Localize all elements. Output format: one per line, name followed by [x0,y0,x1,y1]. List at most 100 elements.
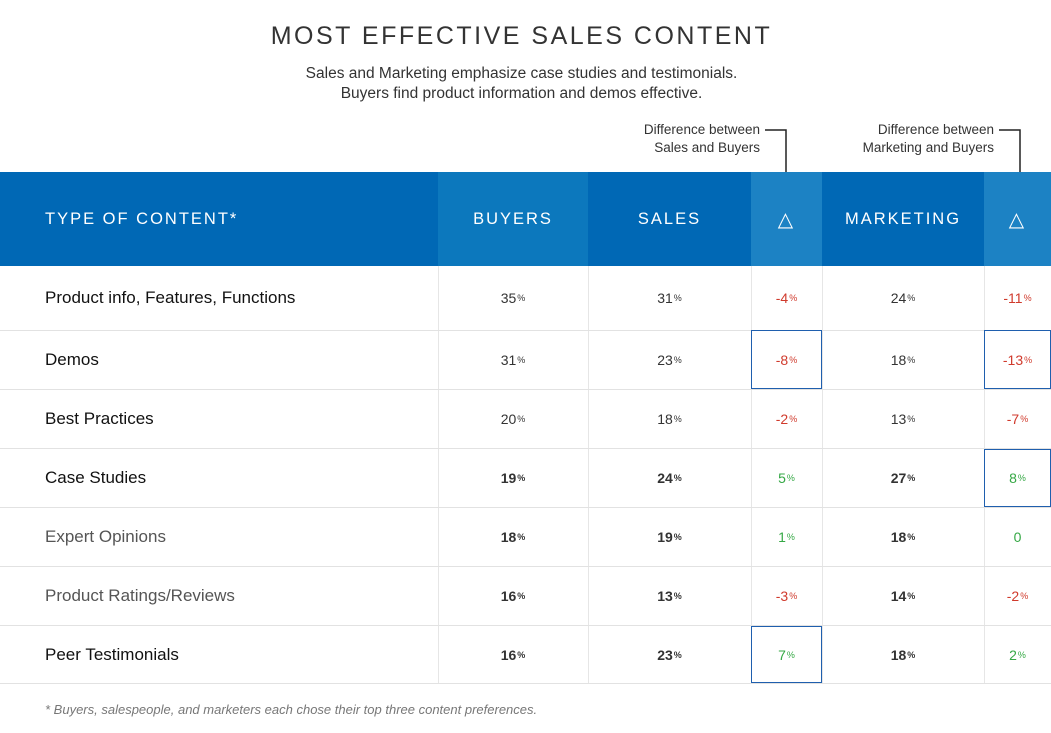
subtitle: Sales and Marketing emphasize case studi… [0,64,1043,104]
percent-sign: % [517,532,526,542]
header-buyers: BUYERS [438,172,588,266]
buyers-value: 18 [500,529,517,545]
percent-sign: % [907,293,916,303]
sales-cell: 18% [588,390,751,448]
sales-cell: 23% [588,626,751,683]
sales-diff-cell: 1% [751,508,822,566]
buyers-cell: 35% [438,266,588,330]
sales-annotation-line-1: Difference between [643,122,760,137]
marketing-value: 18 [890,529,907,545]
header-type-of-content: TYPE OF CONTENT* [45,209,239,228]
buyers-value: 16 [500,588,517,604]
sales-diff-cell: 5% [751,449,822,507]
header-marketing-delta-icon: △ [984,172,1051,266]
column-divider [588,266,589,684]
buyers-value: 16 [500,646,517,663]
marketing-diff-value: 0 [1013,529,1022,545]
sales-diff-value: -4 [775,290,789,306]
marketing-cell: 18% [822,626,984,683]
marketing-diff-value: 2 [1009,646,1017,663]
percent-sign: % [673,473,682,483]
marketing-value: 18 [890,351,907,368]
marketing-diff-cell: 0 [984,508,1051,566]
marketing-value: 14 [890,588,907,604]
marketing-annotation-line-1: Difference between [877,122,994,137]
content-type-label: Product Ratings/Reviews [45,586,235,605]
buyers-cell: 31% [438,330,588,389]
percent-sign: % [907,414,916,424]
percent-sign: % [673,591,682,601]
sales-diff-value: 1 [778,529,786,545]
percent-sign: % [789,414,798,424]
sales-value: 31 [657,290,673,306]
sales-diff-cell: 7% [751,626,822,683]
table-row: Demos 31% 23% -8% 18% -13% [0,330,1051,390]
page-title: MOST EFFECTIVE SALES CONTENT [270,22,773,50]
marketing-diff-value: -7 [1006,411,1020,427]
table-row: Product Ratings/Reviews 16% 13% -3% 14% -2% [0,567,1051,626]
buyers-cell: 16% [438,626,588,683]
percent-sign: % [517,473,526,483]
content-type-label: Peer Testimonials [45,644,179,664]
marketing-diff-value: -13 [1002,351,1024,368]
percent-sign: % [673,354,682,365]
sales-diff-value: 5 [778,470,786,486]
column-divider [822,266,823,684]
marketing-cell: 13% [822,390,984,448]
percent-sign: % [517,591,526,601]
sales-diff-cell: -2% [751,390,822,448]
buyers-cell: 16% [438,567,588,625]
sales-cell: 23% [588,330,751,389]
marketing-cell: 24% [822,266,984,330]
percent-sign: % [517,293,526,303]
percent-sign: % [517,414,526,424]
sales-diff-cell: -8% [751,330,822,389]
sales-value: 18 [657,411,673,427]
percent-sign: % [786,473,795,483]
marketing-cell: 14% [822,567,984,625]
buyers-cell: 18% [438,508,588,566]
buyers-cell: 19% [438,449,588,507]
sales-diff-value: -2 [775,411,789,427]
percent-sign: % [673,293,682,303]
table-row: Best Practices 20% 18% -2% 13% -7% [0,390,1051,449]
percent-sign: % [1020,591,1029,601]
sales-value: 23 [657,351,673,368]
sales-value: 19 [657,529,673,545]
percent-sign: % [907,532,916,542]
percent-sign: % [673,414,682,424]
table-row: Product info, Features, Functions 35% 31% -… [0,266,1051,331]
marketing-diff-cell: 2% [984,626,1051,683]
percent-sign: % [1017,473,1026,483]
column-divider [751,266,752,684]
sales-value: 23 [657,646,673,663]
content-type-label: Expert Opinions [45,527,166,546]
buyers-value: 19 [500,470,517,486]
sales-value: 13 [657,588,673,604]
marketing-diff-cell: -13% [984,330,1051,389]
header-sales: SALES [637,209,702,228]
percent-sign: % [1020,414,1029,424]
percent-sign: % [786,532,795,542]
table-row: Case Studies 19% 24% 5% 27% 8% [0,449,1051,508]
percent-sign: % [907,591,916,601]
percent-sign: % [1017,649,1026,660]
marketing-value: 27 [890,470,907,486]
percent-sign: % [907,473,916,483]
percent-sign: % [517,354,526,365]
buyers-value: 35 [500,290,517,306]
marketing-value: 18 [890,646,907,663]
marketing-cell: 27% [822,449,984,507]
content-type-label: Product info, Features, Functions [45,288,296,307]
marketing-diff-cell: 8% [984,449,1051,507]
percent-sign: % [786,649,795,660]
percent-sign: % [1024,354,1033,365]
marketing-cell: 18% [822,508,984,566]
marketing-annotation-line-2: Marketing and Buyers [862,140,994,155]
percent-sign: % [907,354,916,365]
marketing-value: 24 [890,290,907,306]
sales-cell: 24% [588,449,751,507]
percent-sign: % [673,649,682,660]
sales-value: 24 [657,470,673,486]
subtitle-line-1: Sales and Marketing emphasize case studi… [305,65,738,82]
